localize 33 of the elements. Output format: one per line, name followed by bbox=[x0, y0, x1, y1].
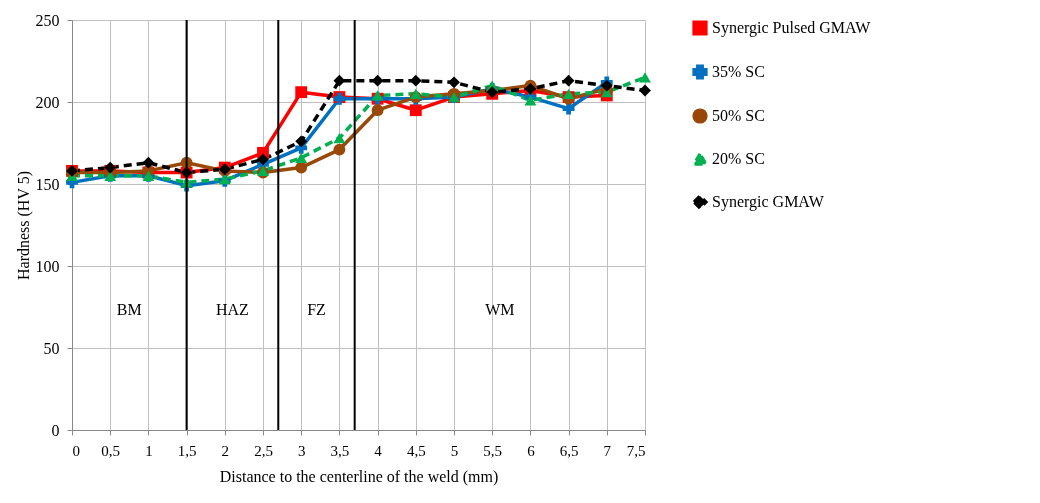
y-axis-title: Hardness (HV 5) bbox=[14, 170, 33, 281]
x-tick-label: 6,5 bbox=[559, 442, 579, 459]
annotation: HAZ bbox=[215, 301, 249, 318]
x-tick-label: 2 bbox=[221, 442, 230, 459]
legend-label: 20% SC bbox=[712, 150, 765, 167]
x-tick-label: 4 bbox=[374, 442, 383, 459]
y-tick-label: 100 bbox=[35, 257, 60, 275]
x-tick-label: 2,5 bbox=[254, 442, 273, 459]
x-tick-label: 6 bbox=[527, 442, 536, 459]
x-tick-label: 3 bbox=[297, 442, 306, 459]
legend-label: 50% SC bbox=[712, 107, 765, 124]
y-tick-label: 250 bbox=[35, 11, 60, 29]
legend-label: 35% SC bbox=[712, 63, 765, 80]
x-tick-label: 4,5 bbox=[406, 442, 426, 459]
x-tick-label: 0 bbox=[72, 442, 80, 459]
legend-label: Synergic Pulsed GMAW bbox=[712, 19, 872, 37]
x-tick-label: 5 bbox=[450, 442, 459, 459]
x-tick-label: 1,5 bbox=[177, 442, 197, 459]
x-tick-label: 7,5 bbox=[626, 442, 646, 459]
y-tick-label: 50 bbox=[43, 339, 60, 357]
x-tick-label: 1 bbox=[145, 442, 153, 459]
y-tick-label: 200 bbox=[35, 93, 60, 111]
y-tick-label: 150 bbox=[35, 175, 60, 193]
legend-label: Synergic GMAW bbox=[712, 193, 825, 211]
annotation: BM bbox=[116, 301, 142, 318]
x-axis-title: Distance to the centerline of the weld (mm) bbox=[219, 467, 499, 486]
annotation: FZ bbox=[307, 301, 326, 318]
x-tick-label: 5,5 bbox=[483, 442, 503, 459]
annotation: WM bbox=[485, 301, 515, 318]
x-tick-label: 0,5 bbox=[101, 442, 121, 459]
x-tick-label: 3,5 bbox=[330, 442, 350, 459]
y-tick-label: 0 bbox=[51, 421, 60, 439]
x-tick-label: 7 bbox=[603, 442, 612, 459]
